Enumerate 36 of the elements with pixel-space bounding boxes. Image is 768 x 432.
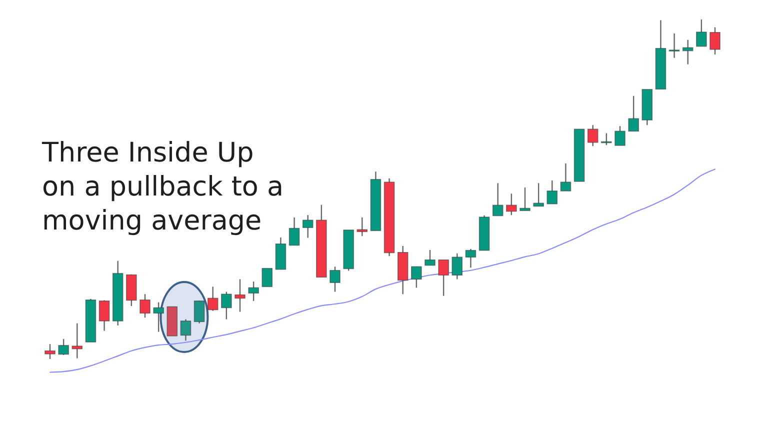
candlestick (492, 182, 504, 216)
annotation: Three Inside Up on a pullback to a moving average (41, 138, 284, 236)
candlestick (668, 32, 680, 58)
candlestick (248, 280, 259, 302)
candlestick (98, 300, 110, 332)
candlestick (682, 39, 694, 65)
candlestick (506, 193, 517, 216)
candlestick (438, 259, 449, 296)
candlestick (696, 18, 707, 47)
candlestick (302, 214, 314, 238)
candlestick (546, 180, 558, 204)
candlestick (330, 266, 340, 292)
candlestick (58, 338, 69, 356)
candlestick (424, 249, 436, 266)
candlestick (587, 124, 598, 147)
candlestick (411, 266, 422, 288)
candlestick (207, 286, 218, 312)
candlestick (520, 186, 530, 212)
candlestick (194, 300, 205, 324)
candlestick (72, 322, 83, 359)
candlestick (465, 248, 476, 268)
candlestick (560, 162, 572, 192)
candlestick (221, 291, 232, 320)
candlestick (262, 268, 273, 288)
candlestick (628, 95, 639, 132)
candlestick (140, 294, 150, 318)
candlestick (533, 182, 544, 207)
candlestick (614, 126, 626, 146)
candlestick (452, 252, 463, 280)
candlestick (710, 26, 720, 56)
candlestick (356, 216, 368, 237)
candlestick (234, 278, 246, 312)
candlestick (288, 216, 300, 246)
candlestick (180, 318, 192, 342)
candlestick (153, 302, 164, 332)
candlestick (44, 343, 56, 360)
